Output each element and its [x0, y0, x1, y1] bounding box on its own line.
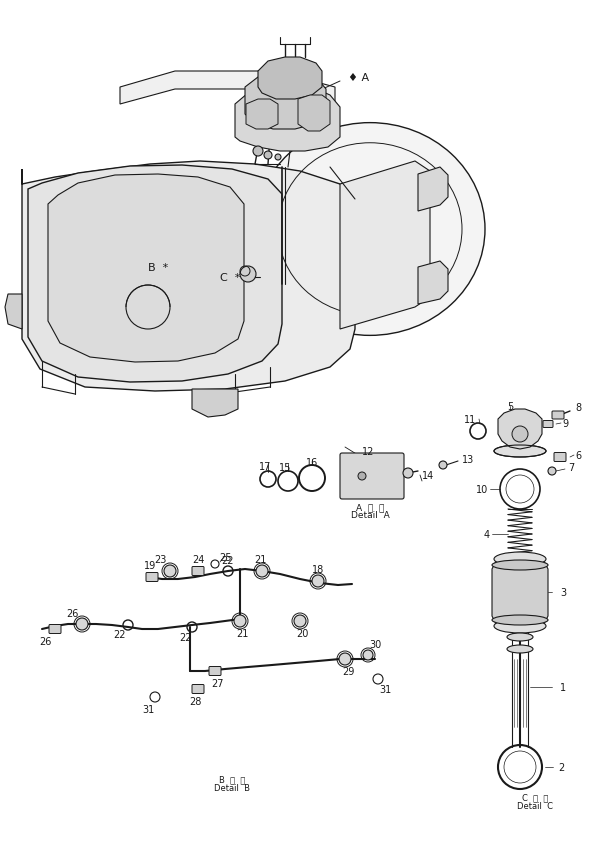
- Polygon shape: [28, 166, 282, 383]
- FancyBboxPatch shape: [49, 625, 61, 634]
- Polygon shape: [192, 389, 238, 417]
- Polygon shape: [340, 162, 430, 330]
- Polygon shape: [418, 168, 448, 212]
- Text: 5: 5: [507, 401, 513, 412]
- Text: 12: 12: [362, 446, 374, 457]
- Circle shape: [294, 615, 306, 627]
- Text: 20: 20: [296, 628, 308, 638]
- Text: 13: 13: [462, 454, 474, 464]
- Text: 1: 1: [560, 682, 566, 692]
- Text: 14: 14: [422, 470, 434, 481]
- Polygon shape: [258, 58, 322, 100]
- Ellipse shape: [494, 552, 546, 567]
- Polygon shape: [5, 295, 22, 330]
- Ellipse shape: [494, 619, 546, 633]
- Text: 21: 21: [236, 628, 248, 638]
- Circle shape: [312, 575, 324, 587]
- Ellipse shape: [492, 561, 548, 570]
- FancyBboxPatch shape: [552, 412, 564, 419]
- Text: 17: 17: [259, 462, 271, 471]
- Text: ♦ A: ♦ A: [348, 73, 369, 83]
- Text: 8: 8: [575, 402, 581, 412]
- FancyBboxPatch shape: [209, 667, 221, 676]
- Text: 31: 31: [379, 684, 391, 694]
- Text: 26: 26: [39, 636, 51, 646]
- Text: A  詳  図: A 詳 図: [356, 503, 384, 512]
- Text: 3: 3: [560, 587, 566, 597]
- Polygon shape: [298, 96, 330, 132]
- Circle shape: [76, 619, 88, 630]
- Circle shape: [339, 653, 351, 665]
- Text: C  *: C *: [219, 273, 240, 283]
- Text: 26: 26: [66, 608, 78, 619]
- FancyBboxPatch shape: [543, 421, 553, 428]
- Ellipse shape: [507, 633, 533, 642]
- Text: 30: 30: [369, 639, 381, 649]
- Text: 29: 29: [342, 666, 354, 676]
- Polygon shape: [120, 72, 335, 105]
- Circle shape: [548, 468, 556, 475]
- Text: 7: 7: [568, 463, 574, 473]
- Text: Detail  A: Detail A: [351, 511, 389, 520]
- Text: 23: 23: [154, 555, 166, 564]
- Text: 19: 19: [144, 561, 156, 570]
- Circle shape: [256, 566, 268, 578]
- Polygon shape: [22, 162, 355, 392]
- Text: 22: 22: [179, 632, 192, 642]
- Polygon shape: [418, 262, 448, 305]
- Text: 25: 25: [219, 552, 231, 562]
- Text: 6: 6: [575, 451, 581, 460]
- Circle shape: [264, 152, 272, 160]
- Ellipse shape: [492, 615, 548, 625]
- Polygon shape: [245, 72, 326, 130]
- Text: C  詳  図: C 詳 図: [522, 792, 548, 802]
- Ellipse shape: [255, 124, 485, 336]
- Circle shape: [275, 155, 281, 161]
- Text: B  *: B *: [148, 262, 168, 273]
- FancyBboxPatch shape: [192, 567, 204, 576]
- Polygon shape: [498, 410, 542, 450]
- FancyBboxPatch shape: [340, 453, 404, 499]
- Polygon shape: [246, 100, 278, 130]
- Text: 9: 9: [562, 418, 568, 429]
- Text: 31: 31: [142, 704, 154, 714]
- Ellipse shape: [507, 645, 533, 653]
- Text: 22: 22: [222, 556, 234, 566]
- Text: 21: 21: [254, 555, 266, 564]
- Text: 24: 24: [192, 555, 204, 564]
- Text: 4: 4: [484, 529, 490, 539]
- Polygon shape: [48, 175, 244, 363]
- Text: Detail  C: Detail C: [517, 802, 553, 810]
- Text: 15: 15: [279, 463, 291, 473]
- Polygon shape: [235, 86, 340, 152]
- Text: 28: 28: [189, 696, 201, 706]
- Circle shape: [234, 615, 246, 627]
- Ellipse shape: [494, 446, 546, 458]
- Circle shape: [512, 427, 528, 442]
- Circle shape: [403, 469, 413, 479]
- Polygon shape: [492, 561, 548, 625]
- Text: B  詳  図: B 詳 図: [219, 774, 245, 784]
- Circle shape: [240, 267, 256, 283]
- Circle shape: [164, 566, 176, 578]
- Text: 2: 2: [558, 762, 564, 772]
- Text: Detail  B: Detail B: [214, 784, 250, 792]
- Text: 18: 18: [312, 564, 324, 574]
- Text: 11: 11: [464, 415, 476, 424]
- Circle shape: [363, 650, 373, 660]
- Text: 16: 16: [306, 458, 318, 468]
- Text: 10: 10: [475, 485, 488, 494]
- Text: 22: 22: [114, 630, 126, 639]
- Text: 27: 27: [212, 678, 224, 688]
- FancyBboxPatch shape: [554, 453, 566, 462]
- Circle shape: [439, 462, 447, 469]
- Circle shape: [358, 473, 366, 481]
- FancyBboxPatch shape: [146, 573, 158, 582]
- Circle shape: [253, 147, 263, 157]
- FancyBboxPatch shape: [192, 685, 204, 694]
